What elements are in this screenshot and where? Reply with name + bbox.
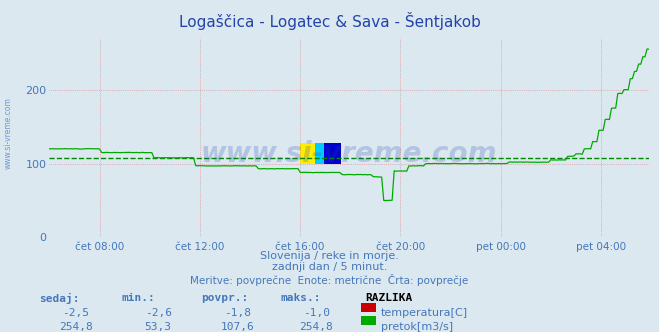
Text: zadnji dan / 5 minut.: zadnji dan / 5 minut. [272,262,387,272]
Text: Logaščica - Logatec & Sava - Šentjakob: Logaščica - Logatec & Sava - Šentjakob [179,12,480,30]
Text: min.:: min.: [122,293,156,303]
Text: RAZLIKA: RAZLIKA [366,293,413,303]
Text: -1,0: -1,0 [303,308,330,318]
Text: 107,6: 107,6 [220,322,254,332]
Text: Slovenija / reke in morje.: Slovenija / reke in morje. [260,251,399,261]
Text: www.si-vreme.com: www.si-vreme.com [201,140,498,168]
Text: www.si-vreme.com: www.si-vreme.com [3,97,13,169]
Text: -1,8: -1,8 [224,308,250,318]
Text: -2,6: -2,6 [145,308,171,318]
Bar [300,143,330,164]
Text: Meritve: povprečne  Enote: metrične  Črta: povprečje: Meritve: povprečne Enote: metrične Črta:… [190,274,469,286]
Text: 53,3: 53,3 [145,322,171,332]
Text: 254,8: 254,8 [59,322,93,332]
Bar [324,143,341,164]
Text: -2,5: -2,5 [63,308,89,318]
Text: 254,8: 254,8 [299,322,333,332]
Text: pretok[m3/s]: pretok[m3/s] [381,322,453,332]
Bar [315,143,335,164]
Text: povpr.:: povpr.: [201,293,248,303]
Text: temperatura[C]: temperatura[C] [381,308,468,318]
Text: sedaj:: sedaj: [40,293,80,304]
Text: maks.:: maks.: [280,293,320,303]
